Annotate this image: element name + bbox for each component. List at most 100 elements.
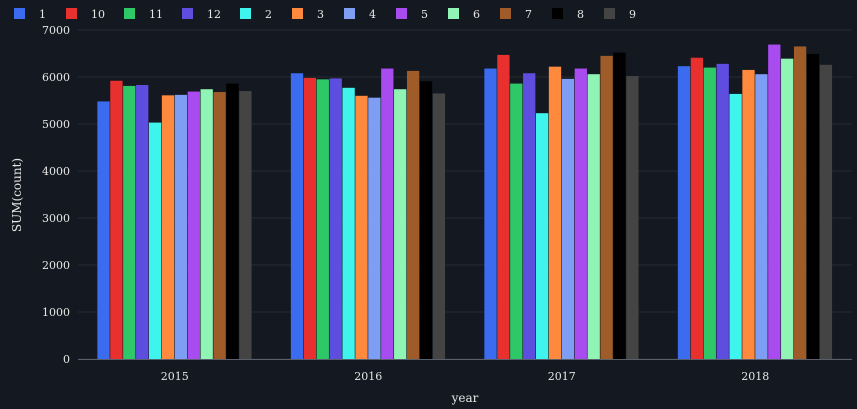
bar-2017-7: [600, 55, 613, 359]
x-tick-label: 2015: [161, 370, 189, 383]
bar-2018-7: [793, 46, 807, 359]
legend-swatch: [240, 8, 251, 19]
legend-swatch: [124, 8, 135, 19]
bar-2015-12: [136, 84, 149, 360]
legend-swatch: [66, 8, 77, 19]
bar-2017-6: [587, 74, 600, 360]
legend-item-3[interactable]: 3: [292, 8, 324, 21]
legend: 1 10 11 12 2 3 4 5 6 7 8 9: [14, 8, 636, 21]
legend-swatch: [396, 8, 407, 19]
legend-item-6[interactable]: 6: [448, 8, 480, 21]
y-tick-label: 3000: [42, 212, 70, 225]
x-tick-label: 2016: [354, 370, 382, 383]
bar-2015-1: [97, 101, 110, 359]
y-tick-label: 6000: [42, 71, 70, 84]
y-tick-label: 1000: [42, 306, 70, 319]
bar-2015-11: [123, 85, 136, 360]
legend-swatch: [552, 8, 563, 19]
legend-item-2[interactable]: 2: [240, 8, 272, 21]
bar-2015-7: [213, 92, 226, 359]
legend-label: 1: [39, 8, 46, 21]
legend-swatch: [182, 8, 193, 19]
bar-2017-11: [510, 83, 523, 359]
bar-2016-11: [316, 79, 329, 359]
legend-label: 12: [207, 8, 221, 21]
legend-label: 4: [369, 8, 376, 21]
bar-2018-6: [781, 58, 794, 360]
bar-2017-2: [535, 113, 549, 359]
legend-swatch: [604, 8, 615, 19]
bar-2018-12: [716, 63, 729, 360]
bar-2016-12: [329, 78, 342, 359]
bar-2018-1: [677, 66, 691, 359]
x-tick-labels: 2015 2016 2017 2018: [161, 370, 770, 383]
bar-2016-5: [381, 68, 394, 359]
legend-item-7[interactable]: 7: [500, 8, 532, 21]
bar-2016-3: [355, 95, 368, 360]
legend-label: 5: [421, 8, 428, 21]
bar-2018-2: [729, 93, 742, 360]
bar-2017-10: [497, 54, 510, 359]
legend-swatch: [448, 8, 459, 19]
x-tick-label: 2017: [548, 370, 576, 383]
bar-2016-9: [432, 93, 446, 359]
legend-item-9[interactable]: 9: [604, 8, 636, 21]
legend-label: 6: [473, 8, 480, 21]
legend-item-4[interactable]: 4: [344, 8, 376, 21]
legend-item-10[interactable]: 10: [66, 8, 105, 21]
bar-2018-10: [690, 57, 704, 359]
legend-label: 2: [265, 8, 272, 21]
legend-item-12[interactable]: 12: [182, 8, 221, 21]
bar-2015-4: [174, 94, 188, 360]
bar-2015-9: [239, 91, 252, 359]
bar-2015-2: [148, 122, 162, 359]
bar-2017-3: [548, 66, 562, 359]
bar-2016-2: [342, 87, 355, 359]
legend-label: 8: [577, 8, 584, 21]
y-tick-label: 0: [63, 353, 70, 366]
bar-2017-5: [574, 68, 587, 359]
legend-item-1[interactable]: 1: [14, 8, 46, 21]
legend-item-11[interactable]: 11: [124, 8, 163, 21]
bar-2017-9: [626, 76, 639, 359]
x-axis-label: year: [451, 391, 479, 405]
bar-2017-4: [561, 78, 575, 359]
bar-2018-4: [755, 74, 768, 360]
legend-item-5[interactable]: 5: [396, 8, 428, 21]
legend-swatch: [344, 8, 355, 19]
y-tick-label: 4000: [42, 165, 70, 178]
bar-2017-1: [484, 68, 497, 359]
bar-2018-5: [768, 44, 781, 359]
bar-2016-6: [394, 89, 407, 359]
y-tick-label: 5000: [42, 118, 70, 131]
legend-label: 7: [525, 8, 532, 21]
bar-2018-8: [806, 53, 820, 359]
bars: [97, 44, 833, 360]
bar-2016-4: [368, 97, 381, 360]
legend-item-8[interactable]: 8: [552, 8, 584, 21]
bar-2016-10: [303, 77, 317, 359]
bar-2016-7: [406, 70, 420, 359]
bar-2015-8: [226, 83, 239, 359]
bar-2016-8: [419, 81, 433, 359]
legend-label: 9: [629, 8, 636, 21]
legend-label: 10: [91, 8, 105, 21]
legend-swatch: [14, 8, 25, 19]
legend-label: 3: [317, 8, 324, 21]
legend-swatch: [500, 8, 511, 19]
bar-2015-6: [200, 89, 213, 359]
x-tick-label: 2018: [741, 370, 769, 383]
bar-2016-1: [290, 73, 304, 360]
legend-swatch: [292, 8, 303, 19]
bar-2015-3: [161, 95, 175, 359]
bar-2015-10: [110, 80, 123, 359]
y-tick-label: 2000: [42, 259, 70, 272]
y-axis-label: SUM(count): [10, 158, 24, 232]
bar-2018-11: [703, 67, 716, 359]
bar-2015-5: [187, 91, 200, 359]
bar-2018-3: [742, 69, 755, 359]
y-tick-labels: 0 1000 2000 3000 4000 5000 6000 7000: [42, 24, 70, 366]
bar-2017-12: [523, 73, 536, 360]
bar-2017-8: [613, 52, 626, 360]
